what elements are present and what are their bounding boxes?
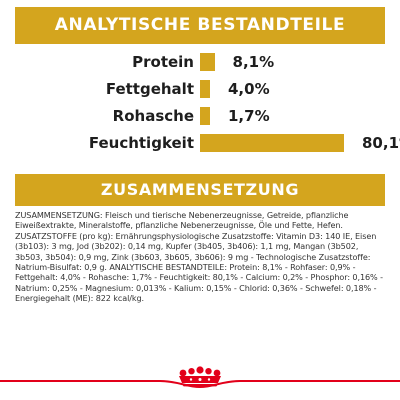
composition-paragraph: ZUSAMMENSETZUNG: Fleisch und tierische N… xyxy=(15,210,383,304)
nutrient-row: Protein 8,1% xyxy=(0,50,400,74)
nutrient-bar xyxy=(200,107,210,125)
nutrient-label: Rohasche xyxy=(112,107,194,125)
brand-ribbon xyxy=(0,380,400,389)
nutrient-bar xyxy=(200,53,215,71)
nutrient-value: 1,7% xyxy=(228,107,270,125)
nutrient-value: 80,1% xyxy=(362,134,400,152)
nutrient-row: Rohasche 1,7% xyxy=(0,104,400,128)
composition-heading: ZUSAMMENSETZUNG xyxy=(15,174,385,206)
nutrient-label: Protein xyxy=(132,53,194,71)
nutrient-bar xyxy=(200,134,344,152)
nutrient-row: Feuchtigkeit 80,1% xyxy=(0,131,400,155)
nutrient-label: Fettgehalt xyxy=(105,80,194,98)
nutrient-value: 8,1% xyxy=(232,53,275,71)
composition-text: ZUSAMMENSETZUNG: Fleisch und tierische N… xyxy=(15,210,387,304)
nutrient-label: Feuchtigkeit xyxy=(88,134,194,152)
nutrient-bar xyxy=(200,80,210,98)
nutrient-row: Fettgehalt 4,0% xyxy=(0,77,400,101)
analysis-heading: ANALYTISCHE BESTANDTEILE xyxy=(15,7,385,44)
nutrient-value: 4,0% xyxy=(228,80,270,98)
crown-icon xyxy=(179,366,221,387)
